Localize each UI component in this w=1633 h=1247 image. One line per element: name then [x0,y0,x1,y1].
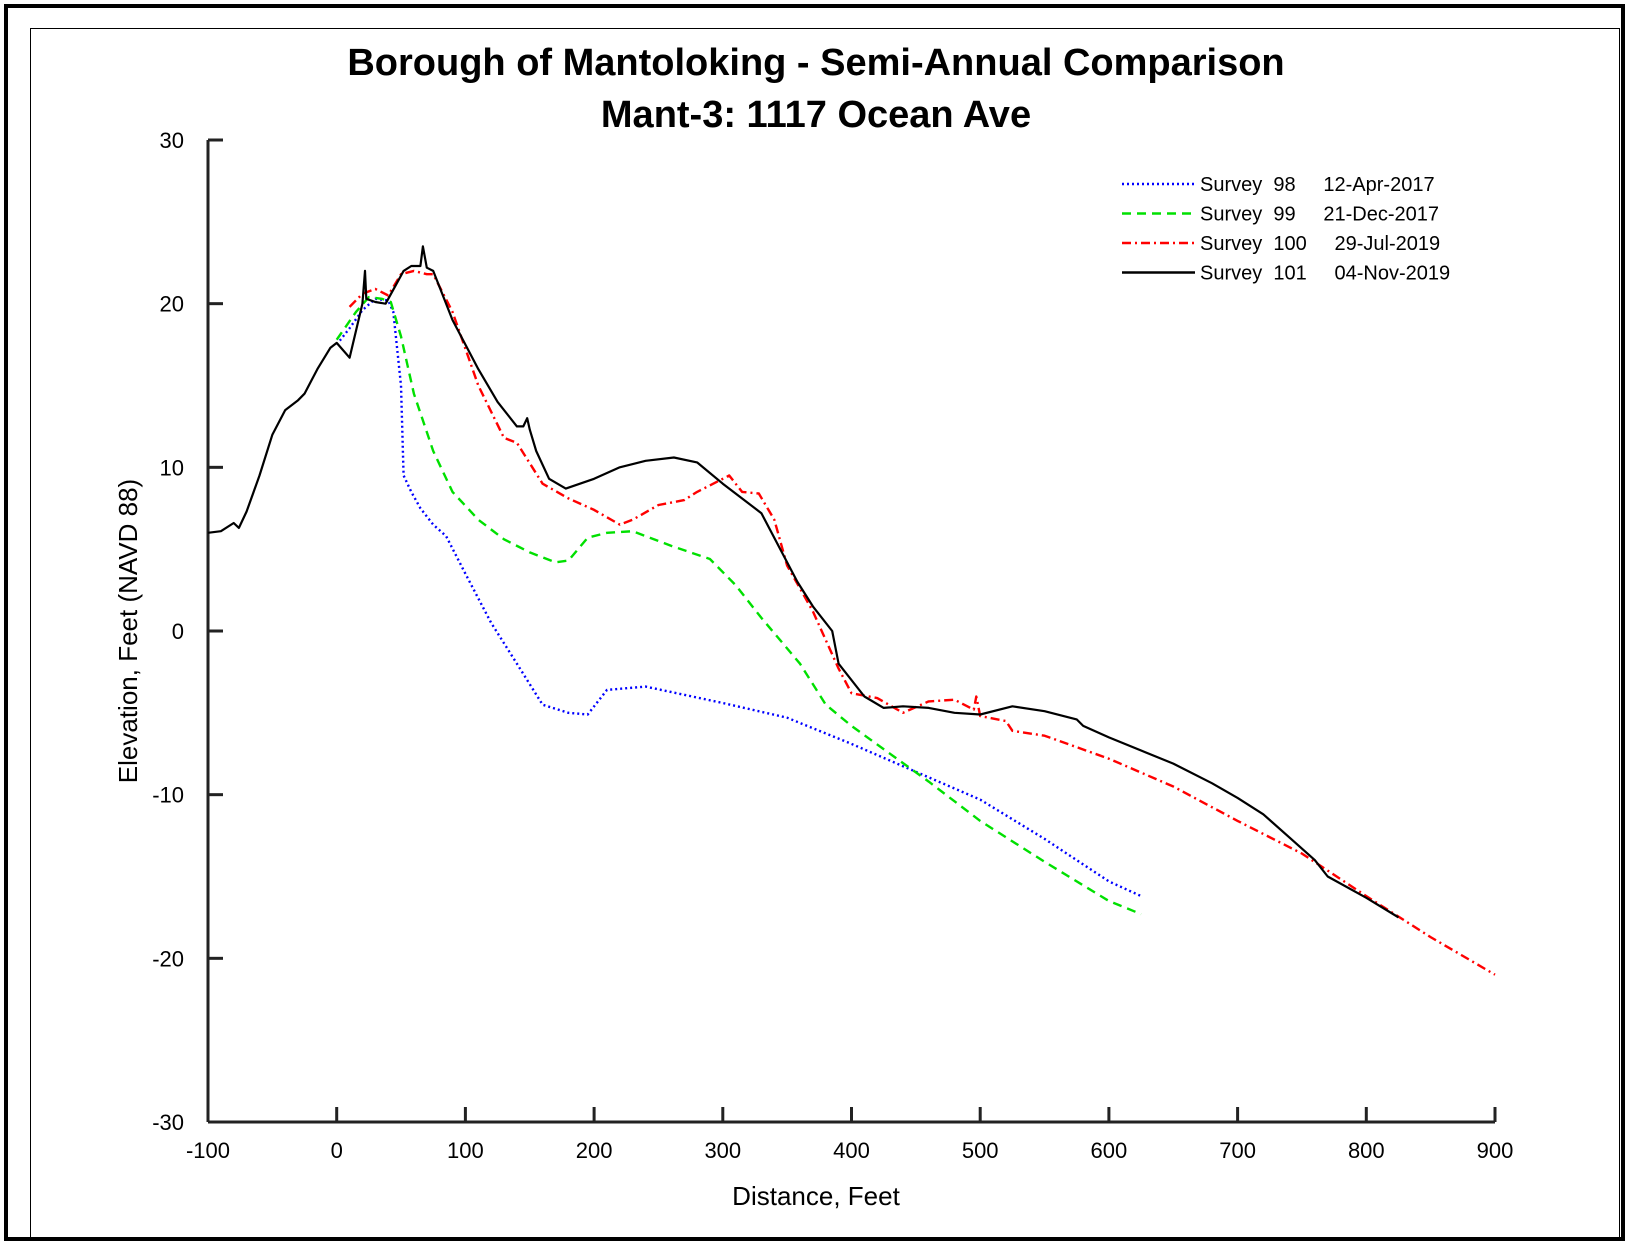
y-tick-label: -10 [152,783,184,808]
chart-subtitle: Mant-3: 1117 Ocean Ave [601,94,1031,136]
x-tick-label: -100 [186,1138,230,1163]
y-tick-label: 0 [172,619,184,644]
legend-label-1: Survey 98 12-Apr-2017 [1200,174,1435,196]
x-tick-label: 400 [833,1138,870,1163]
chart-frame [4,4,1625,1241]
x-tick-label: 0 [331,1138,343,1163]
x-tick-label: 100 [447,1138,484,1163]
y-tick-label: -30 [152,1110,184,1135]
series-line-3 [348,269,1496,976]
y-tick-label: 20 [160,292,184,317]
x-tick-label: 800 [1348,1138,1385,1163]
series-line-4 [207,245,1400,919]
x-tick-label: 600 [1091,1138,1128,1163]
y-tick-label: 30 [160,128,184,153]
legend-label-3: Survey 100 29-Jul-2019 [1200,233,1440,255]
x-tick-label: 700 [1219,1138,1256,1163]
x-tick-label: 900 [1477,1138,1514,1163]
legend-label-2: Survey 99 21-Dec-2017 [1200,204,1439,226]
x-tick-label: 500 [962,1138,999,1163]
x-tick-label: 300 [704,1138,741,1163]
x-axis-label: Distance, Feet [732,1181,900,1211]
legend: Survey 98 12-Apr-2017 Survey 99 21-Dec-20… [1122,174,1450,285]
series-line-2 [335,295,1142,916]
legend-label-4: Survey 101 04-Nov-2019 [1200,263,1450,285]
chart-title: Borough of Mantoloking - Semi-Annual Com… [347,42,1284,84]
y-tick-label: -20 [152,946,184,971]
series-layer [207,245,1496,976]
chart-inner-border [30,28,1620,1238]
y-axis-label: Elevation, Feet (NAVD 88) [113,479,143,783]
series-line-1 [335,297,1142,898]
y-tick-label: 10 [160,455,184,480]
x-tick-label: 200 [576,1138,613,1163]
